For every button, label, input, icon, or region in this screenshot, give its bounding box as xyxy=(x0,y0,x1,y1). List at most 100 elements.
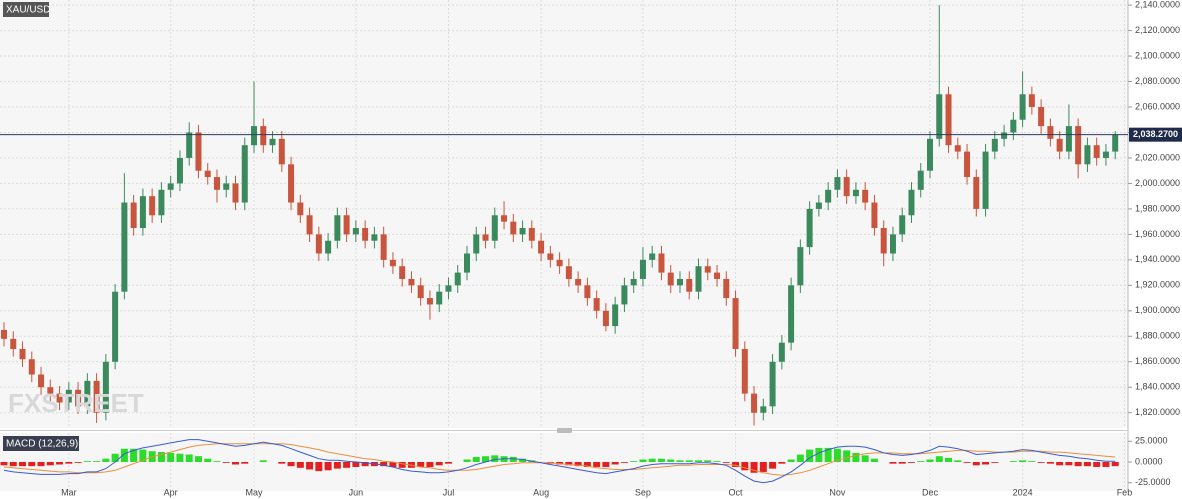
candle-body xyxy=(1001,132,1008,139)
candle-body xyxy=(741,349,748,394)
histogram-bar xyxy=(1056,462,1064,466)
histogram-bar xyxy=(722,462,730,463)
candle-body xyxy=(399,266,406,279)
histogram-bar xyxy=(1074,462,1082,467)
last-price-label: 2,038.2700 xyxy=(1133,129,1178,139)
candle-body xyxy=(676,278,683,286)
y-tick-label: 2,120.0000 xyxy=(1135,25,1180,35)
candle-body xyxy=(584,285,591,299)
candle-body xyxy=(1038,107,1045,127)
histogram-bar xyxy=(750,462,758,473)
y-tick-label: 2,020.0000 xyxy=(1135,152,1180,162)
y-tick-label: 1,820.0000 xyxy=(1135,407,1180,417)
candle-body xyxy=(612,304,619,327)
histogram-bar xyxy=(769,462,777,469)
candle-body xyxy=(575,278,582,286)
histogram-bar xyxy=(333,462,341,469)
histogram-bar xyxy=(1065,462,1073,466)
candle-body xyxy=(714,272,721,279)
candle-body xyxy=(639,259,646,279)
candle-body xyxy=(158,189,165,216)
x-tick-label: 2024 xyxy=(1013,487,1033,497)
histogram-bar xyxy=(111,453,119,462)
histogram-bar xyxy=(611,462,619,465)
histogram-bar xyxy=(935,456,943,462)
candle-body xyxy=(1010,119,1017,133)
y-tick-label: 1,940.0000 xyxy=(1135,254,1180,264)
candle-body xyxy=(908,189,915,216)
histogram-bar xyxy=(380,462,388,467)
candle-body xyxy=(695,266,702,292)
y-tick-label: 1,860.0000 xyxy=(1135,356,1180,366)
histogram-bar xyxy=(204,458,212,462)
candle-body xyxy=(75,389,82,407)
histogram-bar xyxy=(482,456,490,462)
histogram-bar xyxy=(194,456,202,462)
histogram-bar xyxy=(1028,461,1036,462)
candle-body xyxy=(621,285,628,305)
candle-body xyxy=(954,145,961,152)
candle-body xyxy=(825,189,832,203)
candle-body xyxy=(278,138,285,165)
candle-body xyxy=(593,298,600,311)
y-tick-label: 1,960.0000 xyxy=(1135,229,1180,239)
histogram-bar xyxy=(343,462,351,468)
histogram-bar xyxy=(259,460,267,462)
candle-body xyxy=(389,259,396,267)
histogram-bar xyxy=(861,455,869,462)
histogram-bar xyxy=(278,462,286,464)
y-tick-label: 0.0000 xyxy=(1135,456,1163,466)
candle-body xyxy=(945,94,952,146)
histogram-bar xyxy=(741,462,749,471)
candle-body xyxy=(917,170,924,190)
histogram-bar xyxy=(435,462,443,466)
histogram-bar xyxy=(889,462,897,464)
histogram-bar xyxy=(509,457,517,462)
histogram-bar xyxy=(0,462,8,466)
watermark: FXSTREET xyxy=(8,388,144,418)
y-tick-label: 1,980.0000 xyxy=(1135,203,1180,213)
candle-body xyxy=(778,342,785,362)
candle-body xyxy=(1028,94,1035,107)
candle-body xyxy=(927,138,933,171)
histogram-bar xyxy=(417,462,425,467)
x-tick-label: Dec xyxy=(922,487,939,497)
candle-body xyxy=(1084,145,1091,165)
candle-body xyxy=(288,164,295,203)
histogram-bar xyxy=(593,462,601,467)
histogram-bar xyxy=(74,462,82,463)
candle-body xyxy=(1065,126,1072,152)
candle-body xyxy=(1047,126,1054,139)
histogram-bar xyxy=(1093,462,1101,467)
candle-body xyxy=(658,253,665,273)
x-tick-label: Oct xyxy=(729,487,744,497)
y-tick-label: -25.0000 xyxy=(1135,477,1171,487)
candle-body xyxy=(843,177,850,197)
candle-body xyxy=(436,291,443,305)
symbol-label: XAU/USD xyxy=(6,5,50,16)
histogram-bar xyxy=(361,462,369,467)
histogram-bar xyxy=(389,462,397,467)
histogram-bar xyxy=(1111,462,1119,467)
x-tick-label: Sep xyxy=(635,487,651,497)
candle-body xyxy=(899,215,906,235)
candle-body xyxy=(204,170,211,178)
candle-body xyxy=(65,389,72,403)
histogram-bar xyxy=(315,462,323,472)
histogram-bar xyxy=(648,458,656,462)
candle-body xyxy=(38,374,45,388)
candle-body xyxy=(547,253,554,260)
candle-body xyxy=(260,126,267,146)
histogram-bar xyxy=(324,462,332,471)
y-tick-label: 1,920.0000 xyxy=(1135,280,1180,290)
candle-body xyxy=(769,361,776,407)
candle-body xyxy=(343,215,350,235)
y-tick-label: 2,000.0000 xyxy=(1135,178,1180,188)
candle-body xyxy=(630,278,637,286)
histogram-bar xyxy=(685,460,693,462)
candle-body xyxy=(408,278,415,286)
histogram-bar xyxy=(352,462,360,467)
candle-body xyxy=(195,132,202,171)
candle-body xyxy=(223,183,230,190)
